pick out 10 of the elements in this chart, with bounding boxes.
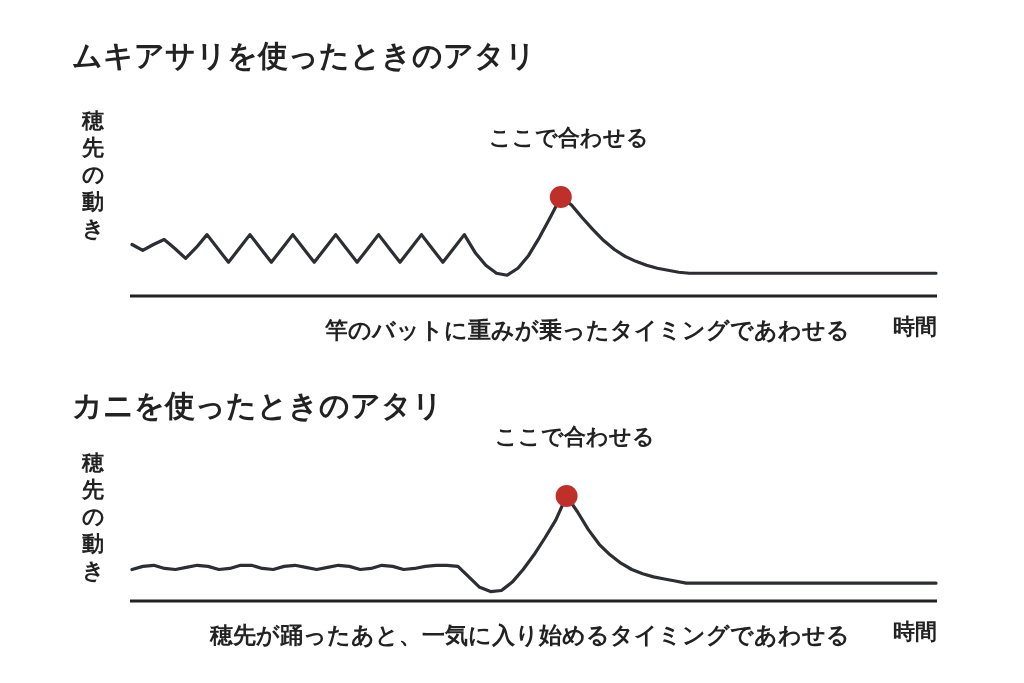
x-axis-title: 時間 [893, 314, 937, 339]
chart-title: ムキアサリを使ったときのアタリ [72, 38, 536, 73]
text: 竿のバットに重みが乗ったタイミングであわせる [324, 317, 850, 343]
y-axis-title: 穂先の動き [81, 108, 105, 241]
annotation: ここで合わせる [494, 424, 655, 449]
y-axis-title: 穂先の動き [81, 450, 105, 583]
text: 穂先が踊ったあと、一気に入り始めるタイミングであわせる [209, 622, 850, 648]
annotation: ここで合わせる [488, 125, 649, 150]
chart-title: カニを使ったときのアタリ [72, 388, 443, 423]
x-axis-title: 時間 [893, 619, 937, 644]
